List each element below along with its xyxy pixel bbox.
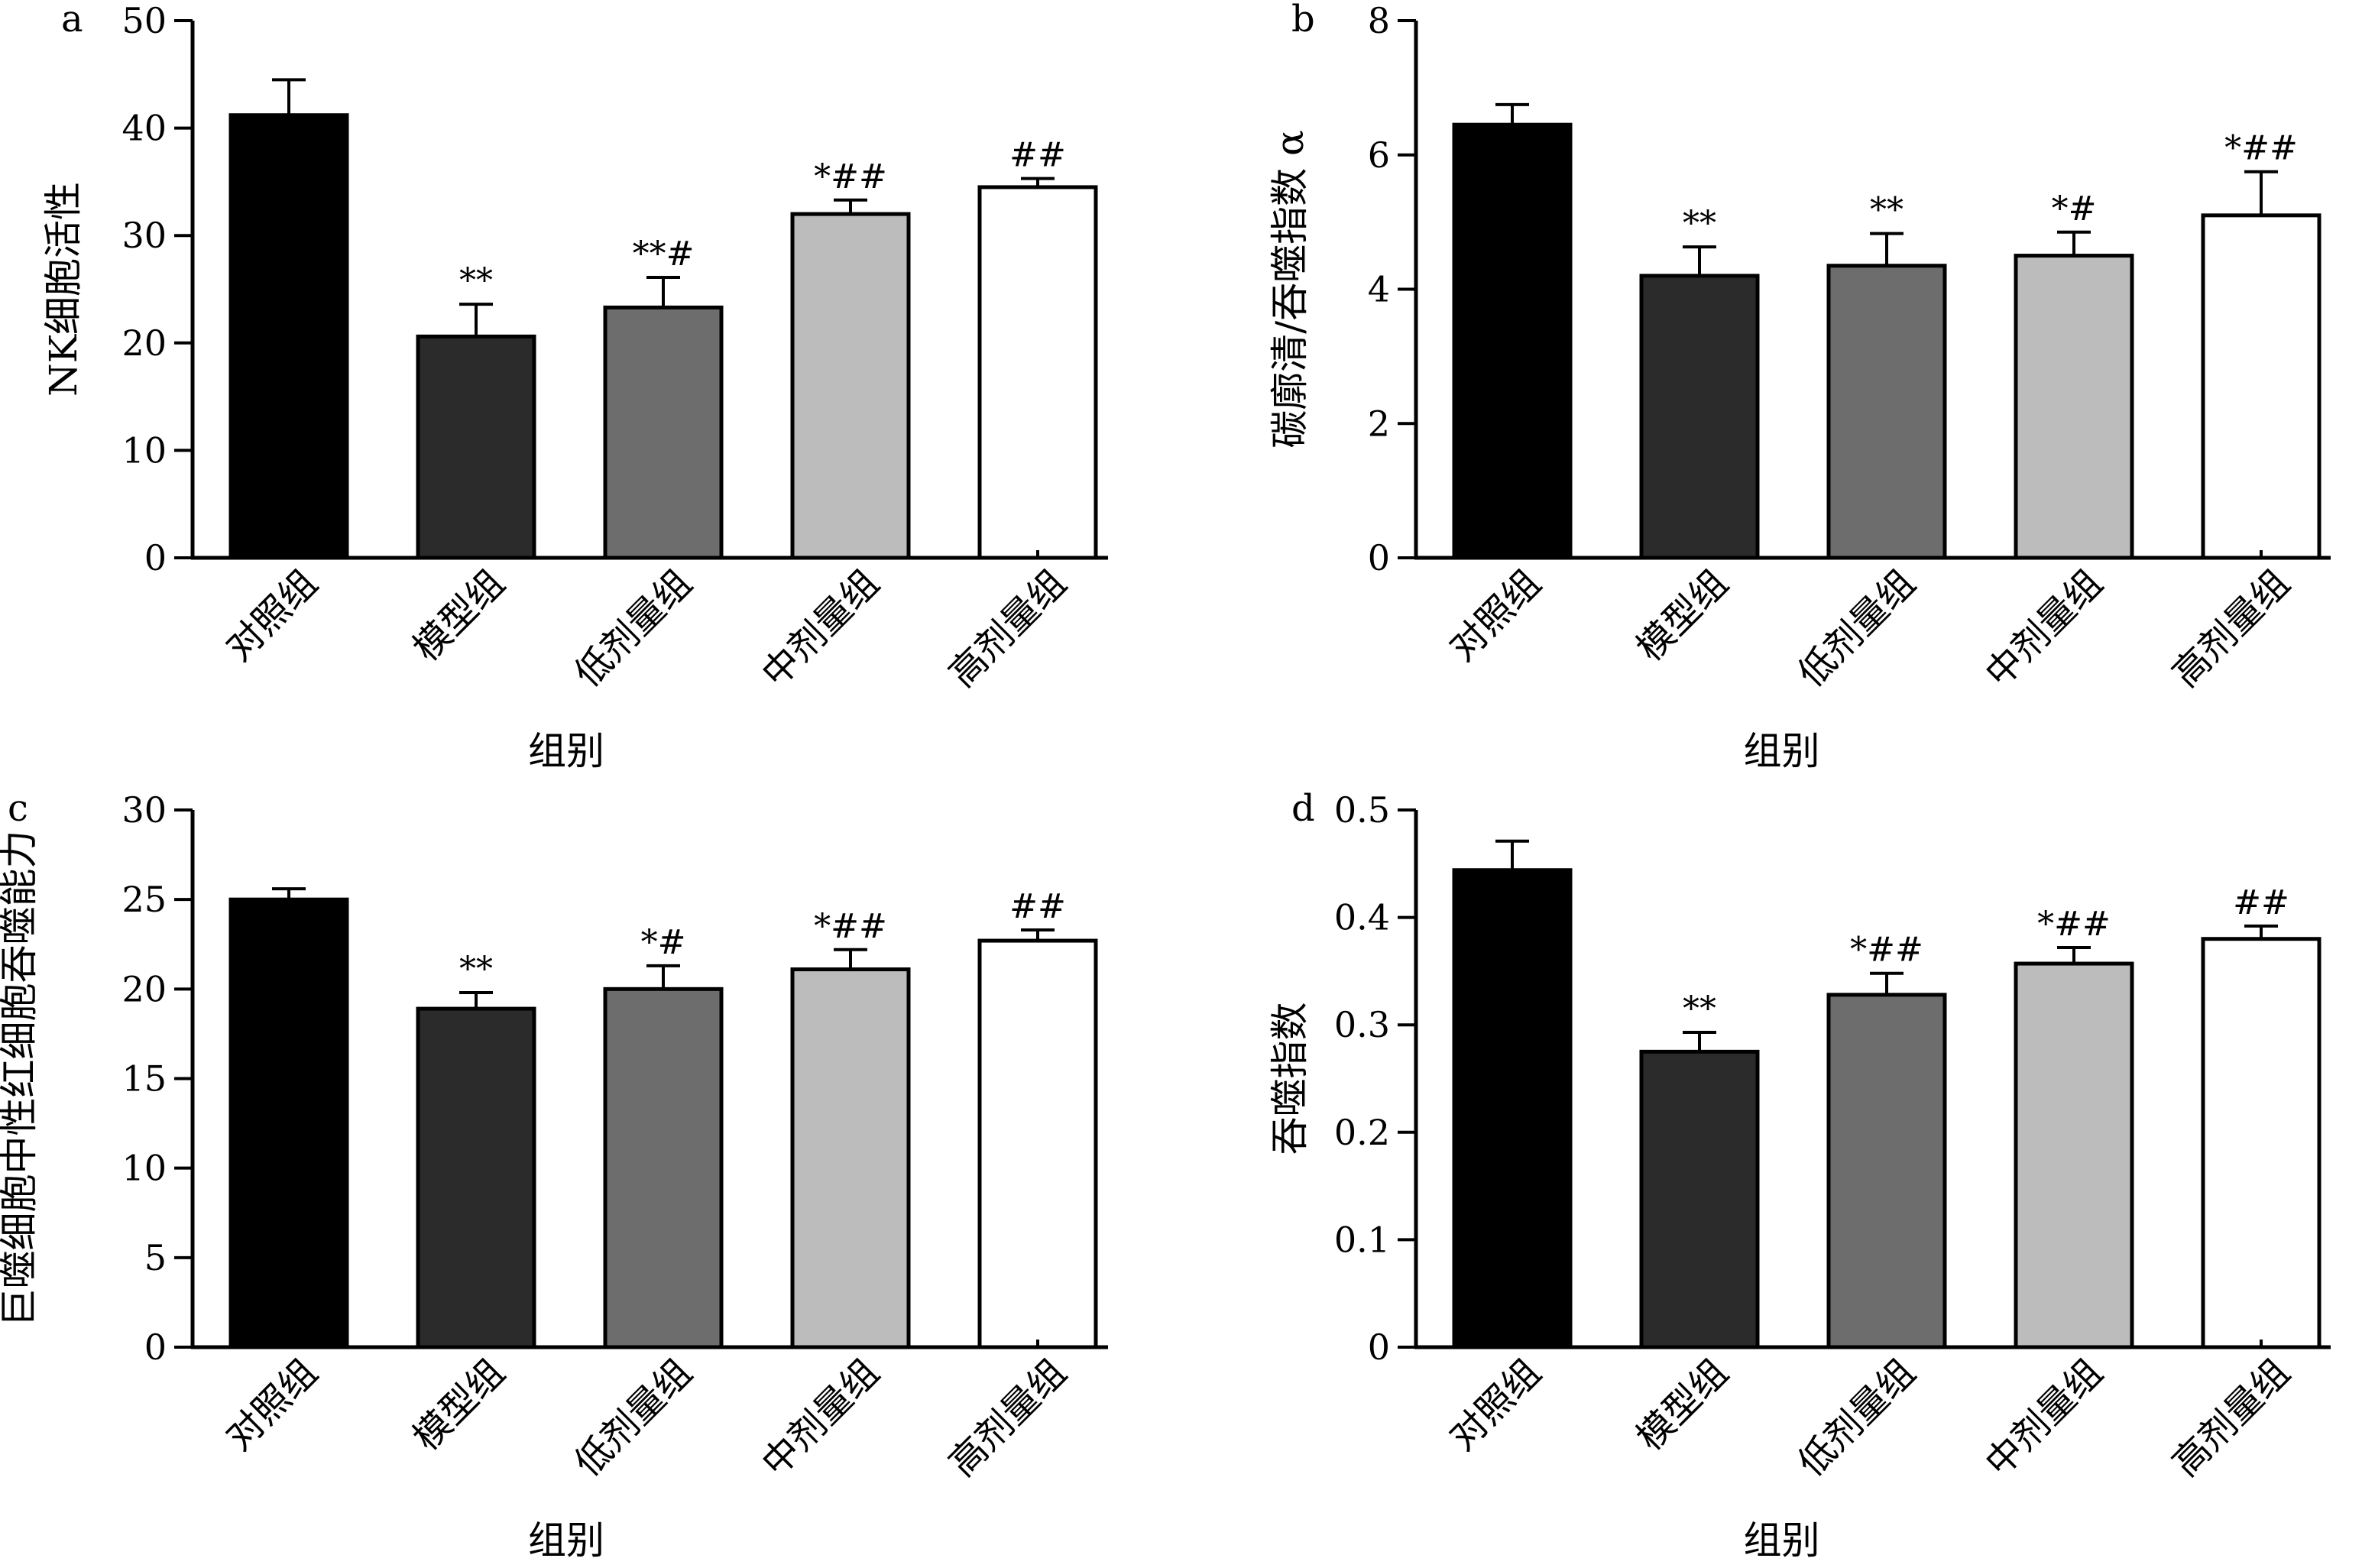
x-axis-title: 组别 — [1744, 1518, 1820, 1563]
y-tick-label: 30 — [122, 215, 167, 256]
category-label: 模型组 — [405, 1351, 513, 1459]
x-axis-title: 组别 — [1744, 729, 1820, 773]
panel-letter: a — [61, 0, 83, 40]
category-label: 模型组 — [1628, 1351, 1736, 1459]
y-tick-label: 15 — [122, 1058, 167, 1100]
bar — [977, 185, 1098, 560]
bar — [2014, 961, 2134, 1349]
category-label: 高剂量组 — [941, 562, 1074, 695]
panel-b: b 对照组 ** 模型组 ** 低剂量组 *# 中剂量组 *## 高剂量组 0 2 4 6 8 碳廓清/吞噬指… — [1268, 0, 2331, 773]
significance-label: ## — [1009, 136, 1066, 175]
bar — [790, 212, 911, 560]
significance-label: ## — [1009, 887, 1066, 926]
y-tick-label: 0 — [144, 537, 167, 578]
y-tick-label: 8 — [1368, 0, 1390, 41]
bar — [2201, 937, 2321, 1349]
y-tick-label: 25 — [122, 879, 167, 920]
category-label: 低剂量组 — [566, 562, 700, 695]
bar — [416, 1006, 536, 1349]
panel-letter: d — [1291, 787, 1315, 830]
category-label: 模型组 — [1628, 562, 1736, 669]
bar — [1826, 264, 1947, 560]
significance-label: ** — [1683, 204, 1716, 243]
y-tick-label: 40 — [122, 108, 167, 149]
y-tick-label: 0.3 — [1334, 1004, 1390, 1045]
y-tick-label: 0.1 — [1334, 1219, 1390, 1260]
significance-label: *# — [2052, 190, 2097, 228]
y-tick-label: 30 — [122, 789, 167, 831]
significance-label: ** — [459, 261, 493, 300]
y-axis-title: 吞噬指数 — [1268, 1003, 1312, 1155]
bar — [416, 334, 536, 560]
category-label: 模型组 — [405, 562, 513, 669]
category-label: 中剂量组 — [753, 1351, 887, 1485]
bar — [2201, 213, 2321, 560]
bar — [228, 113, 349, 560]
category-label: 高剂量组 — [941, 1351, 1074, 1485]
significance-label: *## — [2037, 905, 2111, 944]
y-tick-label: 10 — [122, 1148, 167, 1189]
y-tick-label: 0 — [1368, 1327, 1390, 1368]
y-tick-label: 0.2 — [1334, 1112, 1390, 1153]
category-label: 对照组 — [218, 562, 326, 669]
bar — [228, 897, 349, 1349]
category-label: 高剂量组 — [2164, 562, 2298, 695]
y-tick-label: 20 — [122, 322, 167, 364]
bar — [1452, 122, 1573, 560]
panel-c: c 对照组 ** 模型组 *# 低剂量组 *## 中剂量组 ## 高剂量组 0 5 10 15 20 25 30… — [0, 787, 1108, 1563]
y-tick-label: 0 — [1368, 537, 1390, 578]
y-tick-label: 0.4 — [1334, 897, 1390, 938]
significance-label: ** — [1683, 990, 1716, 1029]
y-axis-title: 巨噬细胞中性红细胞吞噬能力 — [0, 831, 41, 1327]
y-tick-label: 4 — [1368, 269, 1390, 310]
category-label: 对照组 — [1441, 1351, 1549, 1459]
category-label: 低剂量组 — [1790, 1351, 1923, 1485]
panel-a: a 对照组 ** 模型组 **# 低剂量组 *## 中剂量组 ## 高剂量组 0 10 20 30 40 50… — [41, 0, 1108, 773]
significance-label: ** — [1870, 191, 1904, 230]
panel-letter: b — [1291, 0, 1315, 40]
category-label: 低剂量组 — [1790, 562, 1923, 695]
significance-label: *## — [1850, 931, 1923, 970]
bar — [790, 967, 911, 1349]
y-axis-title: NK细胞活性 — [41, 182, 86, 397]
y-tick-label: 2 — [1368, 403, 1390, 444]
x-axis-title: 组别 — [528, 729, 604, 773]
bar — [603, 986, 724, 1349]
significance-label: *# — [641, 923, 686, 962]
significance-label: **# — [633, 235, 695, 274]
significance-label: ## — [2233, 883, 2289, 922]
bar — [977, 938, 1098, 1349]
y-tick-label: 10 — [122, 429, 167, 471]
panel-letter: c — [8, 787, 28, 830]
bar — [1452, 868, 1573, 1349]
bar — [1639, 1049, 1760, 1349]
bar — [603, 305, 724, 560]
y-tick-label: 0.5 — [1334, 789, 1390, 831]
y-tick-label: 5 — [144, 1237, 167, 1278]
significance-label: *## — [2224, 129, 2298, 168]
y-tick-label: 20 — [122, 968, 167, 1009]
category-label: 中剂量组 — [1977, 562, 2111, 695]
bar — [2014, 254, 2134, 560]
category-label: 低剂量组 — [566, 1351, 700, 1485]
category-label: 中剂量组 — [1977, 1351, 2111, 1485]
y-axis-title: 碳廓清/吞噬指数 α — [1268, 130, 1312, 449]
bar — [1639, 274, 1760, 560]
y-tick-label: 50 — [122, 0, 167, 41]
y-tick-label: 0 — [144, 1327, 167, 1368]
category-label: 中剂量组 — [753, 562, 887, 695]
category-label: 对照组 — [218, 1351, 326, 1459]
category-label: 高剂量组 — [2164, 1351, 2298, 1485]
significance-label: ** — [459, 950, 493, 989]
significance-label: *## — [814, 907, 887, 946]
y-tick-label: 6 — [1368, 134, 1390, 176]
panel-d: d 对照组 ** 模型组 *## 低剂量组 *## 中剂量组 ## 高剂量组 0 0.1 0.2 0.3 0… — [1268, 787, 2331, 1563]
category-label: 对照组 — [1441, 562, 1549, 669]
bar — [1826, 993, 1947, 1349]
x-axis-title: 组别 — [528, 1518, 604, 1563]
significance-label: *## — [814, 157, 887, 196]
